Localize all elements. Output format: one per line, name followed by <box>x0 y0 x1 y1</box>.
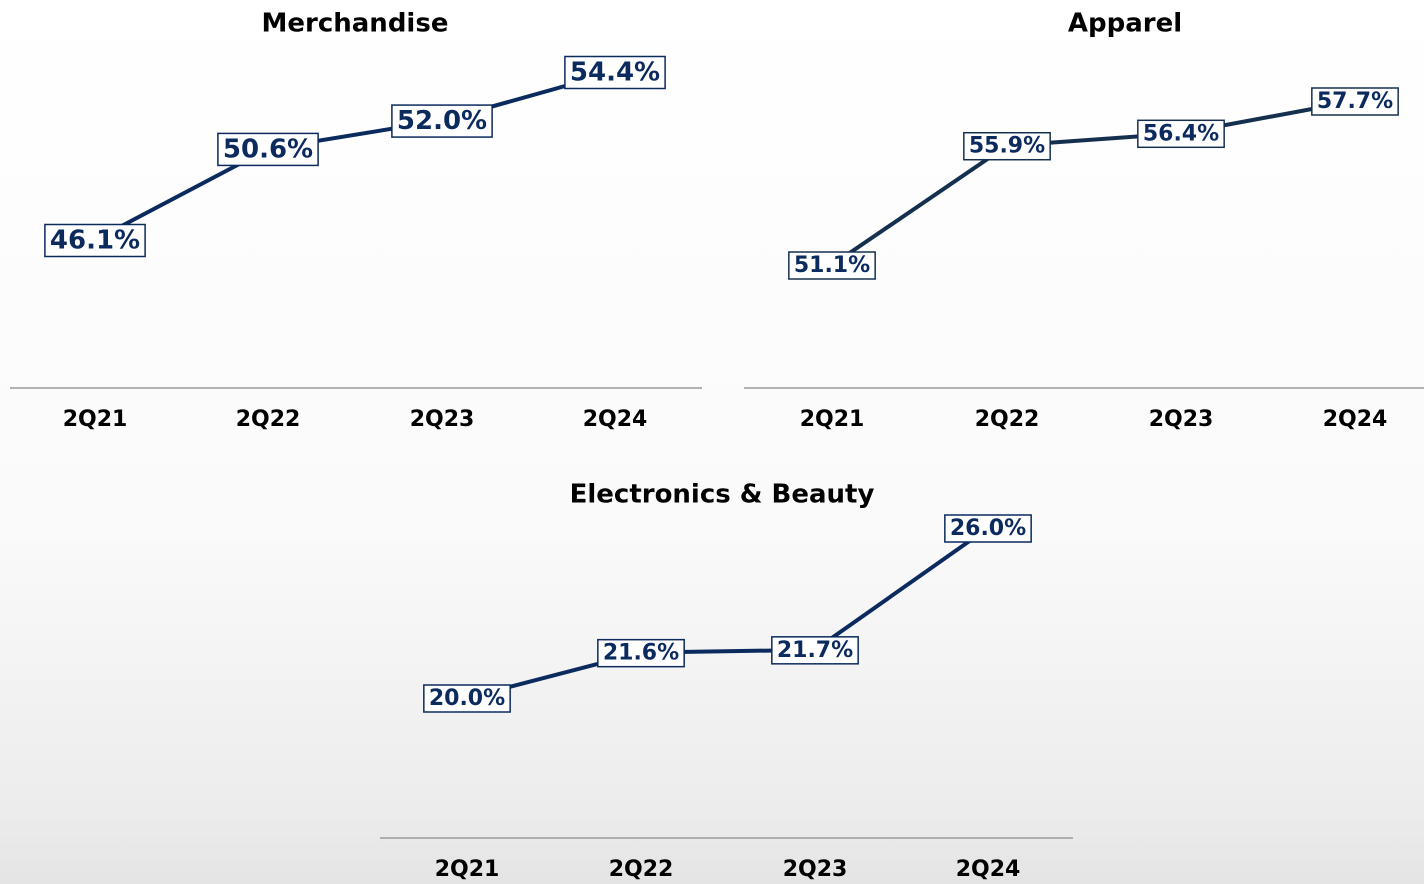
label-box <box>788 251 876 280</box>
x-tick-label: 2Q22 <box>975 407 1040 432</box>
x-tick-label: 2Q23 <box>410 407 475 432</box>
data-label-box: 55.9% <box>963 131 1051 161</box>
data-label: 21.6% <box>603 641 679 666</box>
data-label-box: 54.4% <box>564 55 666 90</box>
data-label: 55.9% <box>969 134 1045 159</box>
label-box <box>771 636 859 665</box>
line <box>466 526 990 700</box>
label-box <box>564 55 666 90</box>
data-label: 26.0% <box>950 516 1026 541</box>
data-label-box: 52.0% <box>391 104 493 138</box>
x-tick-label: 2Q21 <box>63 407 128 432</box>
data-label: 57.7% <box>1317 89 1393 114</box>
label-box <box>423 684 511 713</box>
label-box <box>391 104 493 138</box>
chart-title: Merchandise <box>262 9 449 39</box>
data-label-box: 21.7% <box>771 636 859 665</box>
data-label-box: 56.4% <box>1137 119 1225 149</box>
label-box <box>963 131 1051 161</box>
data-label-box: 50.6% <box>217 132 319 167</box>
data-label-box: 57.7% <box>1311 87 1399 116</box>
data-label: 51.1% <box>794 253 870 278</box>
x-tick-label: 2Q24 <box>583 407 648 432</box>
data-label: 46.1% <box>50 226 140 256</box>
data-label-box: 20.0% <box>423 684 511 713</box>
x-tick-label: 2Q24 <box>1323 407 1388 432</box>
label-box <box>217 132 319 167</box>
data-label: 21.7% <box>777 638 853 663</box>
data-label: 50.6% <box>223 134 313 164</box>
data-label: 54.4% <box>570 58 660 88</box>
x-tick-label: 2Q21 <box>800 407 865 432</box>
data-label-box: 46.1% <box>44 223 146 258</box>
x-tick-label: 2Q24 <box>956 857 1021 882</box>
line <box>830 99 1356 267</box>
label-box <box>1311 87 1399 116</box>
label-box <box>944 514 1032 543</box>
data-label-box: 26.0% <box>944 514 1032 543</box>
x-tick-label: 2Q22 <box>609 857 674 882</box>
x-tick-label: 2Q21 <box>435 857 500 882</box>
label-box <box>1137 119 1225 149</box>
data-label-box: 21.6% <box>597 638 685 668</box>
x-tick-label: 2Q23 <box>783 857 848 882</box>
data-label: 52.0% <box>397 106 487 136</box>
data-label: 20.0% <box>429 686 505 711</box>
x-tick-label: 2Q23 <box>1149 407 1214 432</box>
label-box <box>44 223 146 258</box>
data-label: 56.4% <box>1143 121 1219 146</box>
line <box>94 70 616 242</box>
data-label-box: 51.1% <box>788 251 876 280</box>
chart-title: Electronics & Beauty <box>570 480 875 510</box>
label-box <box>597 638 685 668</box>
x-tick-label: 2Q22 <box>236 407 301 432</box>
chart-title: Apparel <box>1068 9 1182 39</box>
